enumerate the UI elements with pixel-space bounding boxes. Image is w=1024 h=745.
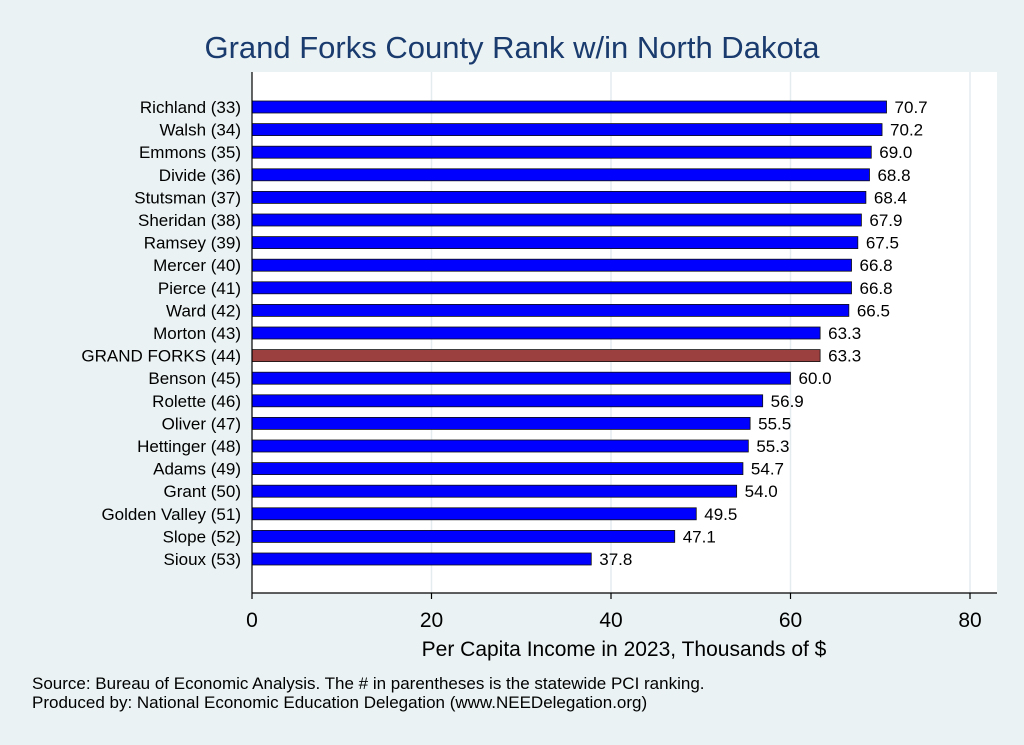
category-label: Rolette (46) — [152, 392, 241, 411]
bars — [251, 100, 887, 566]
value-label: 66.5 — [857, 301, 890, 320]
chart-title: Grand Forks County Rank w/in North Dakot… — [204, 30, 820, 65]
value-label: 66.8 — [860, 279, 893, 298]
source-note: Source: Bureau of Economic Analysis. The… — [32, 674, 705, 693]
category-label: Walsh (34) — [159, 121, 241, 140]
x-tick-label: 40 — [599, 609, 622, 632]
bar — [251, 236, 859, 250]
category-label: Grant (50) — [164, 482, 241, 501]
category-label: Ramsey (39) — [144, 234, 241, 253]
x-axis-title: Per Capita Income in 2023, Thousands of … — [422, 638, 827, 661]
bar — [251, 394, 764, 408]
value-label: 55.3 — [756, 437, 789, 456]
bar — [251, 123, 883, 136]
x-tick-label: 20 — [420, 609, 443, 632]
x-tick-label: 60 — [779, 609, 802, 632]
category-label: Adams (49) — [153, 460, 241, 479]
category-labels: Richland (33) Walsh (34) Emmons (35) Divide… — [81, 98, 241, 569]
bar — [251, 281, 852, 295]
bar — [251, 371, 791, 385]
value-label: 37.8 — [599, 550, 632, 569]
producer-note: Produced by: National Economic Education… — [32, 693, 647, 712]
value-labels: 70.7 70.2 69.0 68.8 68.4 67.9 67.5 66.8 66.8 66.5… — [599, 98, 927, 569]
bar — [251, 258, 852, 272]
category-label: Divide (36) — [159, 166, 241, 185]
category-label: Sioux (53) — [164, 550, 241, 569]
bar — [251, 326, 821, 340]
value-label: 68.4 — [874, 188, 907, 207]
bar — [251, 530, 676, 543]
category-label: Benson (45) — [148, 369, 241, 388]
value-label: 70.2 — [890, 121, 923, 140]
axes — [251, 72, 997, 594]
value-label: 67.5 — [866, 234, 899, 253]
bar — [251, 552, 592, 566]
value-label: 68.8 — [877, 166, 910, 185]
x-ticks: 0 20 40 60 80 — [246, 593, 982, 632]
bar — [251, 168, 870, 182]
bar — [251, 507, 697, 521]
category-label: Stutsman (37) — [134, 188, 241, 207]
value-label: 63.3 — [828, 347, 861, 366]
value-label: 63.3 — [828, 324, 861, 343]
bar — [251, 303, 850, 317]
category-label: Morton (43) — [153, 324, 241, 343]
category-label: Ward (42) — [166, 301, 241, 320]
value-label: 67.9 — [869, 211, 902, 230]
value-label: 70.7 — [895, 98, 928, 117]
category-label: Sheridan (38) — [138, 211, 241, 230]
category-label: Oliver (47) — [162, 414, 241, 433]
bar — [251, 145, 872, 159]
bar — [251, 190, 867, 204]
category-label: Mercer (40) — [153, 256, 241, 275]
category-label: Richland (33) — [140, 98, 241, 117]
bar — [251, 416, 751, 430]
category-label: Slope (52) — [163, 527, 241, 546]
value-label: 54.0 — [745, 482, 778, 501]
x-tick-label: 80 — [958, 609, 981, 632]
value-label: 55.5 — [758, 414, 791, 433]
value-label: 56.9 — [771, 392, 804, 411]
bar — [251, 484, 738, 498]
value-label: 49.5 — [704, 505, 737, 524]
bar — [251, 213, 862, 227]
category-label: Golden Valley (51) — [101, 505, 241, 524]
bar-highlight — [251, 349, 821, 363]
value-label: 60.0 — [799, 369, 832, 388]
value-label: 54.7 — [751, 460, 784, 479]
bar — [251, 462, 744, 476]
value-label: 47.1 — [683, 527, 716, 546]
bar — [251, 439, 749, 453]
value-label: 66.8 — [860, 256, 893, 275]
category-label: Emmons (35) — [139, 143, 241, 162]
category-label: Pierce (41) — [158, 279, 241, 298]
value-label: 69.0 — [879, 143, 912, 162]
bar — [251, 100, 887, 114]
category-label: Hettinger (48) — [137, 437, 241, 456]
x-tick-label: 0 — [246, 609, 258, 632]
category-label: GRAND FORKS (44) — [81, 347, 241, 366]
